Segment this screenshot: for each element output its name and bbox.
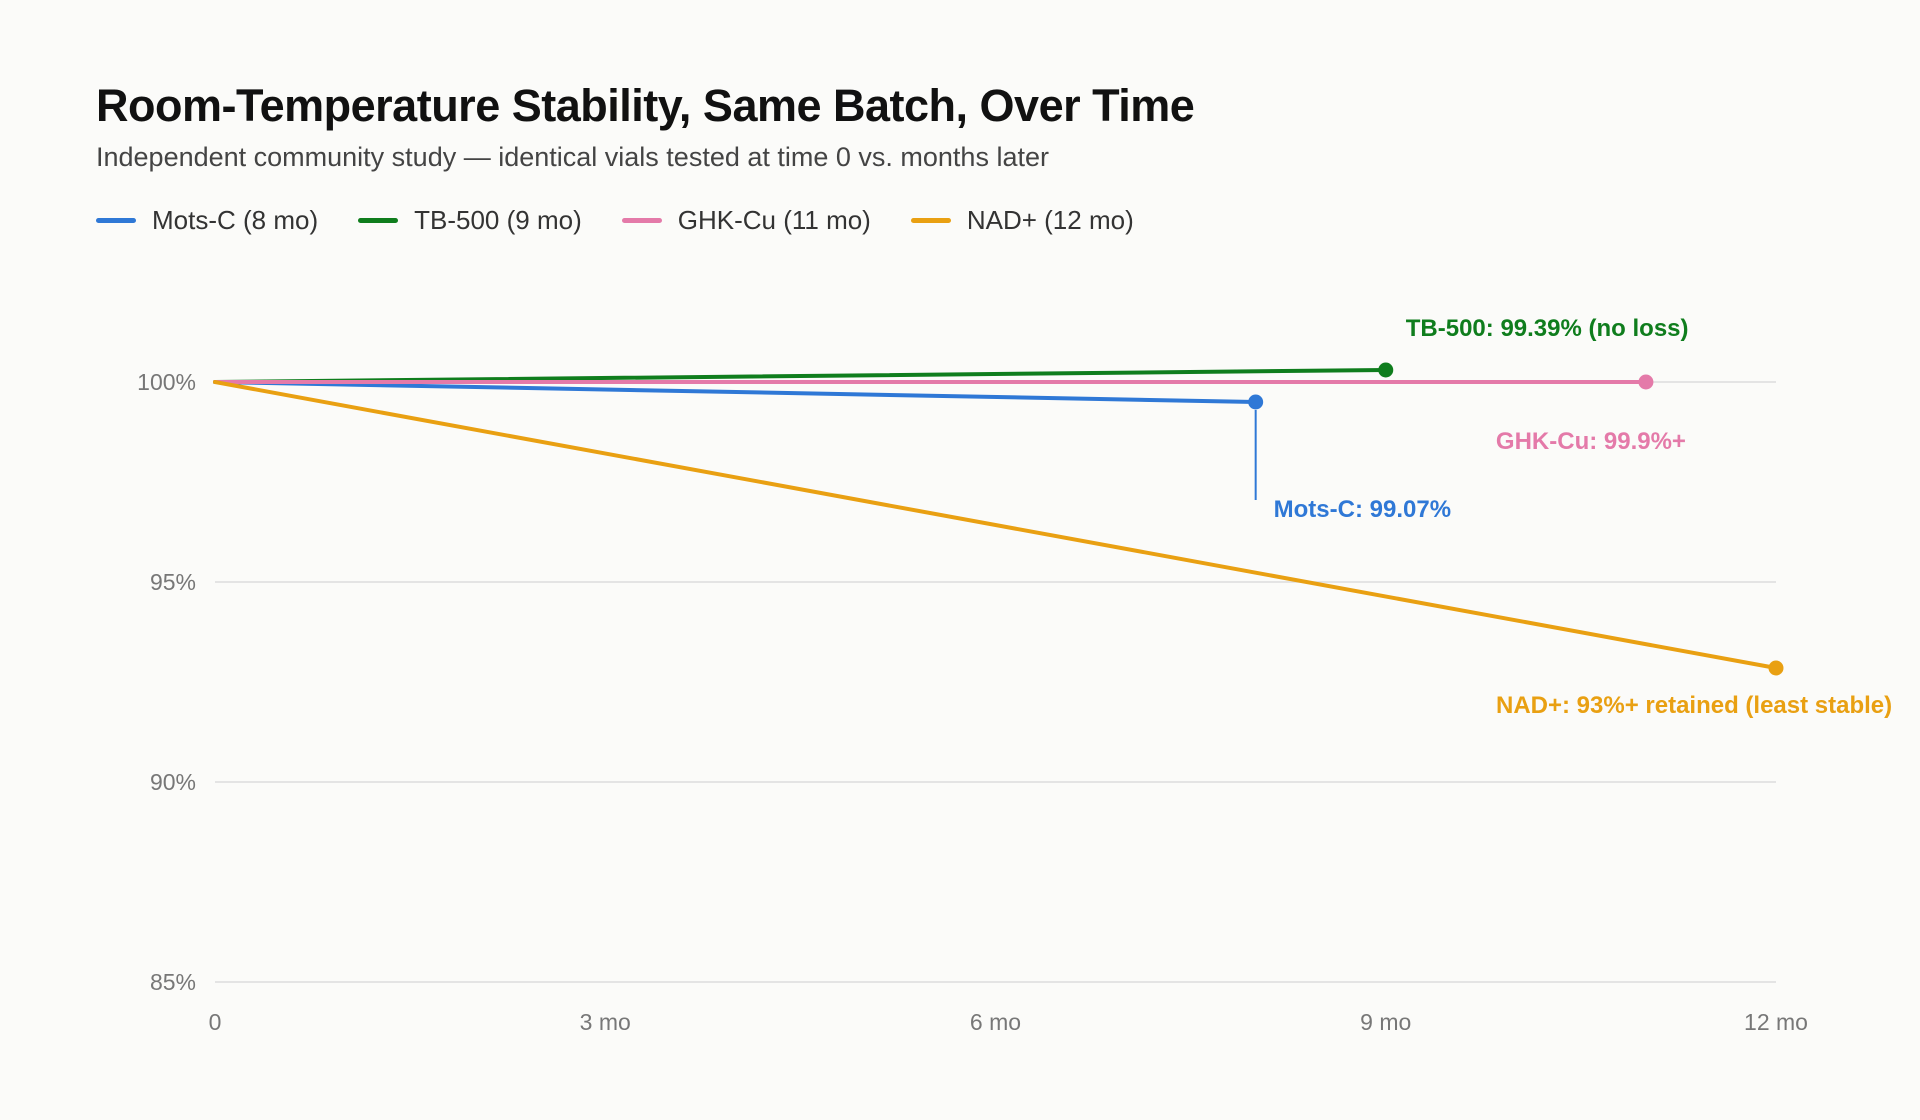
y-tick-label-3: 100% [137,369,196,395]
legend-swatch-mots-c [96,218,136,223]
y-tick-label-2: 95% [150,569,196,595]
series-line-3 [213,380,1778,670]
series-endpoint-2 [1638,374,1654,390]
x-tick-label-0: 0 [209,1009,222,1035]
legend-item-tb-500: TB-500 (9 mo) [358,205,582,236]
legend-swatch-ghk-cu [621,218,662,223]
annotation-label-3: NAD+: 93%+ retained (least stable) [1496,692,1892,719]
series-endpoint-1 [1378,362,1394,378]
legend-swatch-nad [910,218,951,223]
legend-item-nad: NAD+ (12 mo) [910,205,1134,236]
x-tick-label-4: 12 mo [1744,1009,1808,1035]
legend-label-tb-500: TB-500 (9 mo) [414,205,582,235]
chart-subtitle: Independent community study — identical … [96,142,1049,172]
legend-label-ghk-cu: GHK-Cu (11 mo) [677,205,871,235]
legend-item-ghk-cu: GHK-Cu (11 mo) [621,205,871,236]
series-endpoint-0 [1248,394,1264,410]
annotation-label-0: Mots-C: 99.07% [1274,496,1451,523]
series-line-0 [213,380,1258,404]
series-endpoint-3 [1768,660,1784,676]
legend-label-mots-c: Mots-C (8 mo) [152,205,319,235]
y-tick-label-1: 90% [150,769,196,795]
x-tick-label-1: 3 mo [580,1009,631,1035]
legend: Mots-C (8 mo) TB-500 (9 mo) GHK-Cu (11 m… [96,205,1134,236]
annotation-label-2: GHK-Cu: 99.9%+ [1496,428,1686,455]
x-tick-label-3: 9 mo [1360,1009,1411,1035]
legend-swatch-tb-500 [358,218,399,223]
chart-title: Room-Temperature Stability, Same Batch, … [96,80,1195,131]
y-tick-label-0: 85% [150,969,196,995]
legend-label-nad: NAD+ (12 mo) [966,205,1134,235]
legend-item-mots-c: Mots-C (8 mo) [96,205,318,236]
x-tick-label-2: 6 mo [970,1009,1021,1035]
annotation-label-1: TB-500: 99.39% (no loss) [1406,315,1689,342]
